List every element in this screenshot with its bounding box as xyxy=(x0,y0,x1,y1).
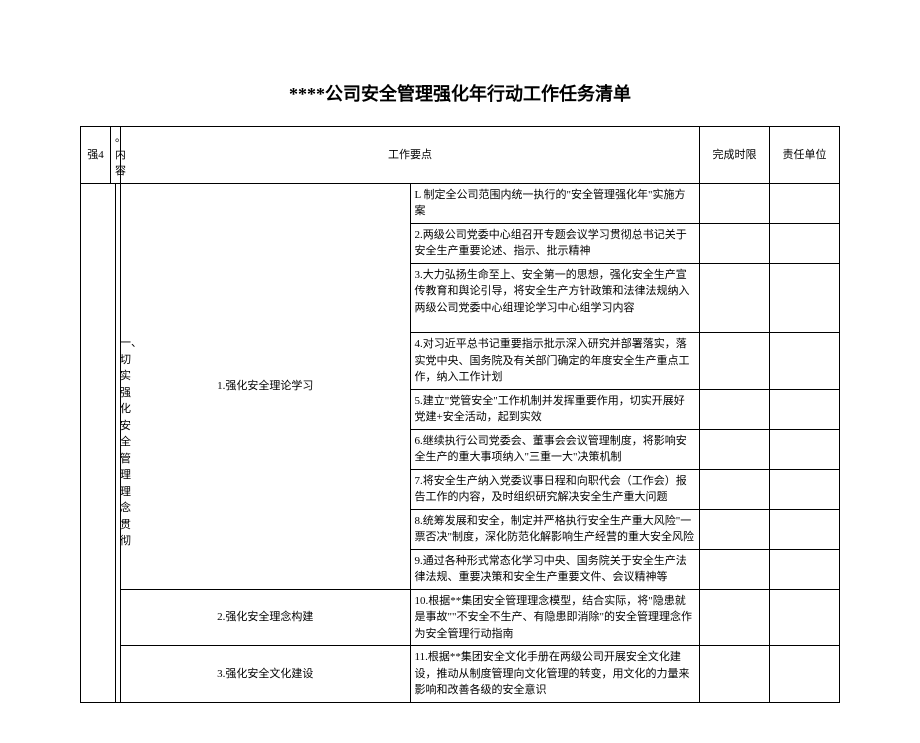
header-col6: 责任单位 xyxy=(770,127,840,184)
unit-cell xyxy=(770,549,840,589)
deadline-cell xyxy=(700,589,770,646)
task-item: 10.根据**集团安全管理理念模型，结合实际，将"隐患就是事故""不安全不生产、… xyxy=(410,589,700,646)
task-item: 8.统筹发展和安全，制定并严格执行安全生产重大风险"一票否决"制度，深化防范化解… xyxy=(410,509,700,549)
task-item: 9.通过各种形式常态化学习中央、国务院关于安全生产法律法规、重要决策和安全生产重… xyxy=(410,549,700,589)
unit-cell xyxy=(770,509,840,549)
header-col5: 完成时限 xyxy=(700,127,770,184)
unit-cell xyxy=(770,263,840,333)
unit-cell xyxy=(770,223,840,263)
sub3-label: 3.强化安全文化建设 xyxy=(121,646,411,703)
sub2-label: 2.强化安全理念构建 xyxy=(121,589,411,646)
deadline-cell xyxy=(700,333,770,390)
unit-cell xyxy=(770,333,840,390)
deadline-cell xyxy=(700,646,770,703)
header-row: 强4 。内容 工作要点 完成时限 责任单位 xyxy=(81,127,840,184)
blank-col xyxy=(81,183,116,702)
task-item: L 制定全公司范围内统一执行的"安全管理强化年"实施方案 xyxy=(410,183,700,223)
unit-cell xyxy=(770,429,840,469)
unit-cell xyxy=(770,589,840,646)
unit-cell xyxy=(770,183,840,223)
document-title: ****公司安全管理强化年行动工作任务清单 xyxy=(80,80,840,106)
sub1-label: 1.强化安全理论学习 xyxy=(121,183,411,589)
task-item: 5.建立"党管安全"工作机制并发挥重要作用，切实开展好党建+安全活动，起到实效 xyxy=(410,389,700,429)
table-row: 3.强化安全文化建设 11.根据**集团安全文化手册在两级公司开展安全文化建设，… xyxy=(81,646,840,703)
task-item: 11.根据**集团安全文化手册在两级公司开展安全文化建设，推动从制度管理向文化管… xyxy=(410,646,700,703)
deadline-cell xyxy=(700,469,770,509)
task-item: 2.两级公司党委中心组召开专题会议学习贯彻总书记关于安全生产重要论述、指示、批示… xyxy=(410,223,700,263)
deadline-cell xyxy=(700,429,770,469)
header-col2: 。内容 xyxy=(111,127,121,184)
deadline-cell xyxy=(700,389,770,429)
table-row: 2.强化安全理念构建 10.根据**集团安全管理理念模型，结合实际，将"隐患就是… xyxy=(81,589,840,646)
task-item: 4.对习近平总书记重要指示批示深入研究并部署落实，落实党中央、国务院及有关部门确… xyxy=(410,333,700,390)
deadline-cell xyxy=(700,223,770,263)
header-col4: 工作要点 xyxy=(121,127,700,184)
deadline-cell xyxy=(700,183,770,223)
unit-cell xyxy=(770,469,840,509)
unit-cell xyxy=(770,646,840,703)
task-item: 6.继续执行公司党委会、董事会会议管理制度，将影响安全生产的重大事项纳入"三重一… xyxy=(410,429,700,469)
task-item: 7.将安全生产纳入党委议事日程和向职代会（工作会）报告工作的内容，及时组织研究解… xyxy=(410,469,700,509)
deadline-cell xyxy=(700,549,770,589)
deadline-cell xyxy=(700,263,770,333)
deadline-cell xyxy=(700,509,770,549)
header-col1: 强4 xyxy=(81,127,111,184)
task-table: 强4 。内容 工作要点 完成时限 责任单位 一、切实强化安全管理理念贯彻 1.强… xyxy=(80,126,840,703)
task-item: 3.大力弘扬生命至上、安全第一的思想，强化安全生产宣传教育和舆论引导，将安全生产… xyxy=(410,263,700,333)
unit-cell xyxy=(770,389,840,429)
table-row: 一、切实强化安全管理理念贯彻 1.强化安全理论学习 L 制定全公司范围内统一执行… xyxy=(81,183,840,223)
